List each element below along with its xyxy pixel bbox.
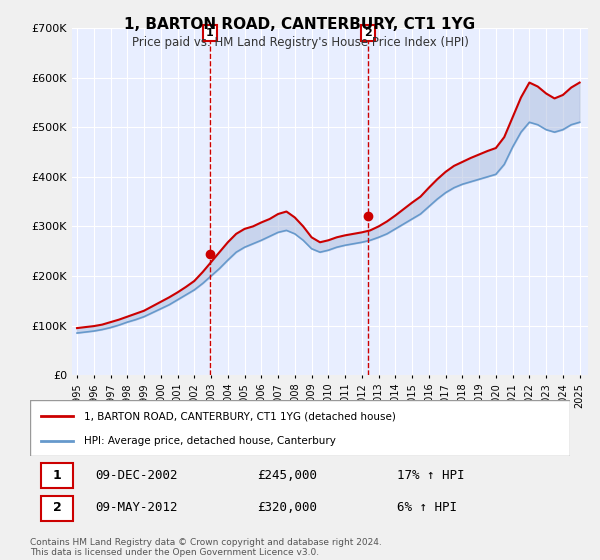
Text: 1, BARTON ROAD, CANTERBURY, CT1 1YG: 1, BARTON ROAD, CANTERBURY, CT1 1YG xyxy=(124,17,476,32)
Text: 17% ↑ HPI: 17% ↑ HPI xyxy=(397,469,465,482)
Text: £245,000: £245,000 xyxy=(257,469,317,482)
Text: HPI: Average price, detached house, Canterbury: HPI: Average price, detached house, Cant… xyxy=(84,436,336,446)
Text: Contains HM Land Registry data © Crown copyright and database right 2024.
This d: Contains HM Land Registry data © Crown c… xyxy=(30,538,382,557)
FancyBboxPatch shape xyxy=(41,463,73,488)
Text: 09-DEC-2002: 09-DEC-2002 xyxy=(95,469,178,482)
Text: Price paid vs. HM Land Registry's House Price Index (HPI): Price paid vs. HM Land Registry's House … xyxy=(131,36,469,49)
Text: 2: 2 xyxy=(53,501,61,515)
Text: 1: 1 xyxy=(53,469,61,482)
Text: 1: 1 xyxy=(206,28,214,38)
FancyBboxPatch shape xyxy=(41,496,73,521)
Text: 09-MAY-2012: 09-MAY-2012 xyxy=(95,501,178,515)
FancyBboxPatch shape xyxy=(30,400,570,456)
Text: 2: 2 xyxy=(364,28,372,38)
Text: £320,000: £320,000 xyxy=(257,501,317,515)
Text: 1, BARTON ROAD, CANTERBURY, CT1 1YG (detached house): 1, BARTON ROAD, CANTERBURY, CT1 1YG (det… xyxy=(84,411,396,421)
Text: 6% ↑ HPI: 6% ↑ HPI xyxy=(397,501,457,515)
